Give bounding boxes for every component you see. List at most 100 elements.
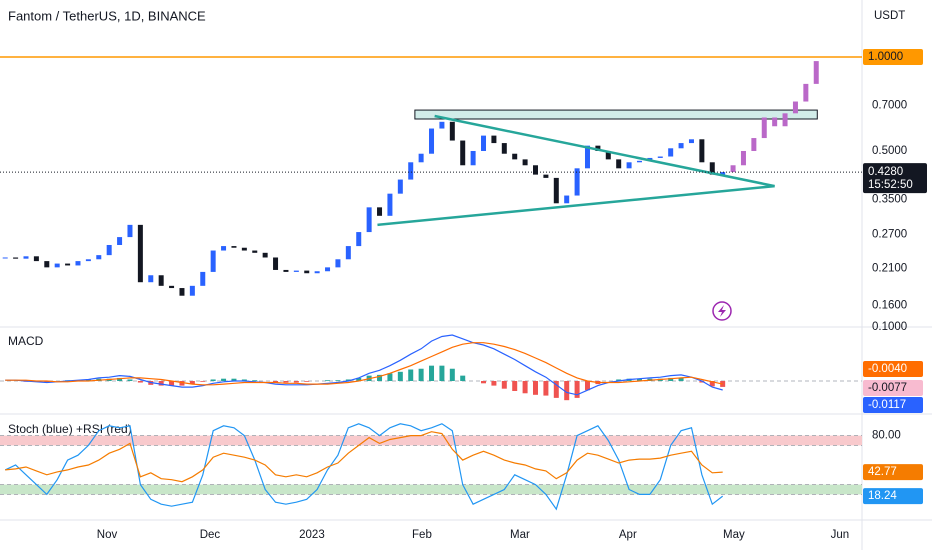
projection-bar [751,138,757,151]
trendline [377,184,775,227]
histogram-bar [293,381,299,383]
projection-bar [782,113,788,127]
icon-bolt [718,305,726,317]
candle [293,270,299,272]
candle [23,256,29,259]
candle [564,195,570,204]
histogram-bar [44,381,50,383]
signal-tag: -0.0040 [868,363,907,375]
band [0,484,862,495]
candle [678,143,684,149]
candle [387,193,393,216]
y-tick-label: 0.1600 [872,300,907,312]
macd-tag-bg [863,397,923,413]
candle [460,140,466,166]
oscillator-tag: 18.24 [868,490,897,502]
candle [543,174,549,178]
candle [221,246,227,251]
pane-title: Stoch (blue) +RSI (red) [8,422,132,436]
histogram-bar [699,381,705,383]
histogram-bar [241,379,247,382]
histogram-bar [127,379,133,382]
histogram-bar [158,381,164,386]
hline-tag-bg [863,48,923,65]
projection-bar [730,165,736,173]
candle [533,165,539,175]
histogram-bar [304,381,310,382]
x-tick-label: Mar [510,529,530,541]
candle [522,159,528,166]
candle [179,288,185,296]
candle [429,128,435,154]
candle [2,257,8,259]
candle [512,153,518,160]
oscillator-tag: 42.77 [868,466,897,478]
projection-bar [772,117,778,127]
candle [408,162,414,180]
resistance-zone [414,109,818,120]
histogram-bar [356,377,362,382]
projection-bar [813,61,819,84]
candle [449,121,455,141]
candle [117,237,123,245]
histogram-bar [678,377,684,382]
candle [699,139,705,163]
histogram-bar [408,369,414,382]
histogram-bar [481,381,487,384]
candle [397,179,403,194]
histogram-tag: -0.0077 [868,382,907,394]
candle [595,145,601,151]
x-tick-label: Feb [412,529,432,541]
countdown: 15:52:50 [868,179,913,191]
candle [688,139,694,144]
y-tick-label: 0.7000 [872,99,907,111]
projection-bar [792,101,798,114]
histogram-bar [85,379,91,382]
oscillator-tag-bg [863,464,923,481]
y-tick-label: 0.2100 [872,263,907,275]
histogram-bar [564,381,570,401]
histogram-bar [636,378,642,382]
macd-line [5,334,723,396]
y-tick-label: 0.2700 [872,229,907,241]
currency-label: USDT [874,10,905,22]
candle [13,257,19,259]
y-tick-label: 80.00 [872,430,901,442]
projection-bar [803,83,809,102]
histogram-bar [117,377,123,382]
plot-layer: Nov Dec 2023 Feb Mar Apr May Jun 1.0000 0.7000 0.5… [0,48,927,541]
candle [189,285,195,296]
candle [356,232,362,247]
candle [85,259,91,262]
lightning-icon[interactable] [712,301,732,321]
histogram-bar [169,381,175,386]
candle [325,267,331,272]
oscillator-tag-bg [863,488,923,505]
axis-label: 0.1000 [872,321,907,333]
histogram-bar [439,365,445,382]
candle [169,285,175,289]
histogram-bar [210,379,216,382]
candle [148,275,154,283]
histogram-bar [273,381,279,383]
histogram-bar [429,365,435,382]
macd-line [5,342,723,386]
candle [481,135,487,151]
histogram-bar [179,381,185,386]
macd-tag: -0.0117 [868,399,906,411]
candle [470,150,476,166]
candle [636,160,642,163]
histogram-bar [418,368,424,382]
candle [231,246,237,248]
histogram-bar [533,381,539,395]
candle [137,224,143,283]
histogram-bar [543,381,549,396]
price-tag: 0.4280 [868,166,903,178]
candle [273,257,279,270]
projection-bar [761,117,767,139]
histogram-bar [397,371,403,382]
histogram-bar [553,381,559,398]
candle [252,250,258,253]
candle [377,207,383,216]
x-tick-label: May [723,529,745,541]
